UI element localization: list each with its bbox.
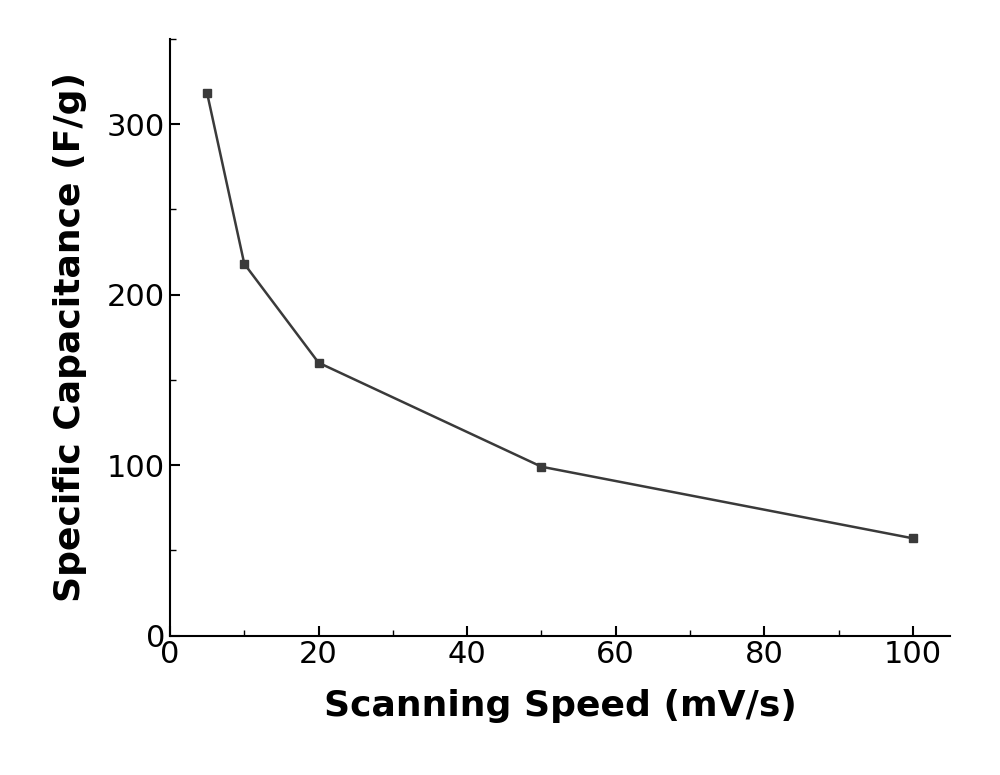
X-axis label: Scanning Speed (mV/s): Scanning Speed (mV/s)	[324, 689, 796, 723]
Y-axis label: Specific Capacitance (F/g): Specific Capacitance (F/g)	[53, 72, 87, 602]
